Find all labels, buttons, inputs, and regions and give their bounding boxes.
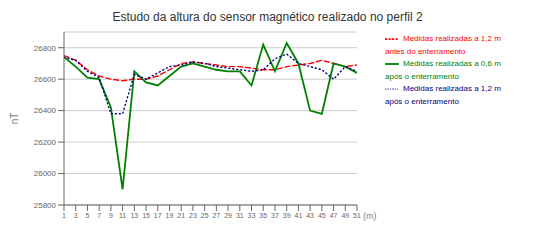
svg-text:15: 15 [142, 212, 150, 219]
svg-text:9: 9 [109, 212, 113, 219]
svg-text:41: 41 [295, 212, 303, 219]
svg-text:nT: nT [9, 113, 20, 125]
svg-text:13: 13 [130, 212, 138, 219]
svg-text:(m): (m) [363, 211, 377, 221]
svg-text:3: 3 [74, 212, 78, 219]
html-text:Medidas realizadas a 1,2 m apó: Medidas realizadas a 1,2 m após o enterr… [385, 84, 501, 106]
svg-text:39: 39 [283, 212, 291, 219]
svg-text:7: 7 [97, 212, 101, 219]
svg-text:27: 27 [212, 212, 220, 219]
svg-text:37: 37 [271, 212, 279, 219]
svg-text:26600: 26600 [34, 75, 57, 84]
svg-text:31: 31 [236, 212, 244, 219]
svg-text:47: 47 [330, 212, 338, 219]
svg-text:29: 29 [224, 212, 232, 219]
svg-text:23: 23 [189, 212, 197, 219]
svg-text:26200: 26200 [34, 138, 57, 147]
svg-text:5: 5 [85, 212, 89, 219]
svg-text:43: 43 [306, 212, 314, 219]
svg-text:33: 33 [248, 212, 256, 219]
svg-text:51: 51 [353, 212, 361, 219]
svg-text:21: 21 [177, 212, 185, 219]
svg-text:1: 1 [62, 212, 66, 219]
svg-text:26400: 26400 [34, 106, 57, 115]
svg-text:25800: 25800 [34, 201, 57, 210]
html-text:Estudo da altura do sensor mag: Estudo da altura do sensor magnético rea… [112, 10, 423, 24]
svg-text:26800: 26800 [34, 44, 57, 53]
svg-text:45: 45 [318, 212, 326, 219]
svg-text:26000: 26000 [34, 169, 57, 178]
svg-text:11: 11 [119, 212, 126, 219]
svg-text:25: 25 [201, 212, 209, 219]
svg-text:17: 17 [154, 212, 162, 219]
svg-text:35: 35 [259, 212, 267, 219]
html-text:Medidas realizadas a 1,2 m ant: Medidas realizadas a 1,2 m antes do ente… [385, 34, 501, 56]
svg-text:49: 49 [341, 212, 349, 219]
html-text:Medidas realizadas a 0,6 m apó: Medidas realizadas a 0,6 m após o enterr… [385, 59, 501, 81]
svg-text:19: 19 [166, 212, 174, 219]
